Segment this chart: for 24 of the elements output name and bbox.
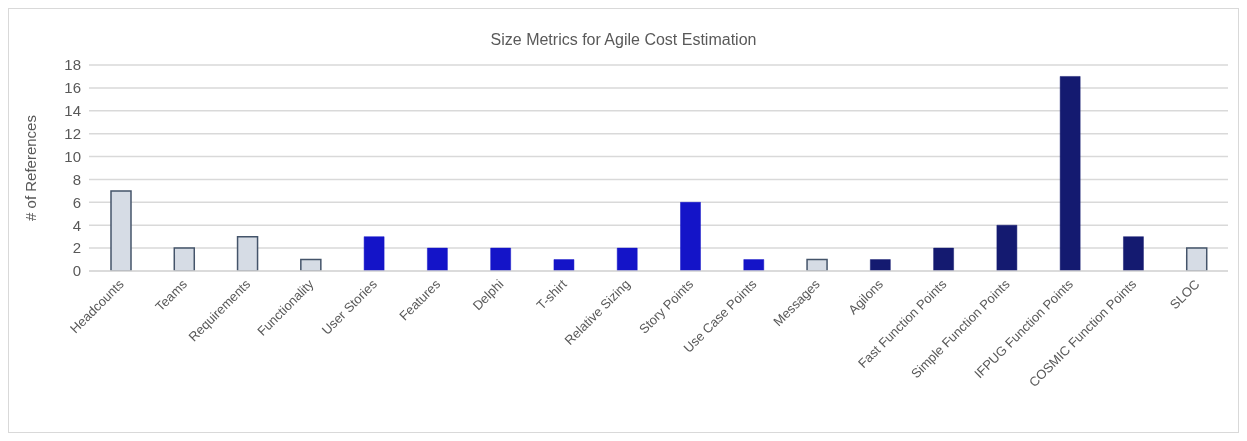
y-tick-label: 16 <box>64 79 81 97</box>
y-tick-label: 2 <box>72 239 81 257</box>
bar <box>1059 76 1081 271</box>
y-tick-label: 12 <box>64 124 81 142</box>
bar <box>870 259 891 271</box>
bar <box>743 259 765 271</box>
bar <box>996 224 1018 271</box>
bar <box>363 236 385 271</box>
y-tick-label: 4 <box>72 216 81 234</box>
bar <box>490 247 511 271</box>
y-tick-label: 10 <box>64 147 81 165</box>
y-tick-label: 18 <box>64 56 81 74</box>
y-tick-label: 14 <box>64 102 81 120</box>
bar <box>616 247 638 271</box>
bar <box>553 259 575 271</box>
y-tick-label: 6 <box>72 193 81 211</box>
y-axis-title: # of References <box>22 115 40 221</box>
bar <box>427 247 448 271</box>
chart-title: Size Metrics for Agile Cost Estimation <box>489 31 758 50</box>
bar <box>1123 236 1144 271</box>
y-tick-label: 0 <box>72 262 81 280</box>
y-tick-label: 8 <box>72 170 81 188</box>
bar <box>680 202 701 271</box>
bar <box>933 247 954 271</box>
